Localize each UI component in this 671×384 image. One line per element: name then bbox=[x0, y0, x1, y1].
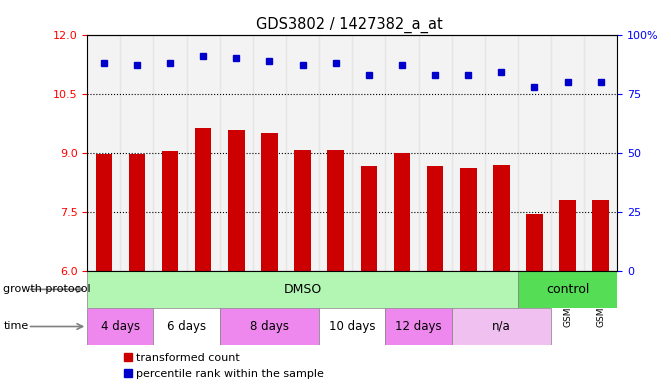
Bar bbox=[327, 150, 344, 271]
Bar bbox=[286, 35, 319, 271]
Bar bbox=[452, 35, 485, 271]
Bar bbox=[295, 150, 311, 271]
Bar bbox=[220, 308, 319, 345]
Bar bbox=[95, 154, 112, 271]
Bar bbox=[228, 130, 245, 271]
Bar bbox=[261, 133, 278, 271]
Bar bbox=[526, 214, 543, 271]
Bar bbox=[385, 308, 452, 345]
Bar bbox=[87, 271, 518, 308]
Bar bbox=[460, 169, 476, 271]
Text: 6 days: 6 days bbox=[167, 320, 206, 333]
Bar bbox=[129, 154, 145, 271]
Bar bbox=[485, 35, 518, 271]
Bar bbox=[195, 128, 211, 271]
Bar bbox=[319, 308, 385, 345]
Text: DMSO: DMSO bbox=[283, 283, 321, 296]
Text: 12 days: 12 days bbox=[395, 320, 442, 333]
Bar bbox=[452, 308, 551, 345]
Bar bbox=[419, 35, 452, 271]
Bar bbox=[560, 200, 576, 271]
Bar bbox=[87, 35, 120, 271]
Bar bbox=[385, 35, 419, 271]
Bar bbox=[352, 35, 385, 271]
Text: 8 days: 8 days bbox=[250, 320, 289, 333]
Text: time: time bbox=[3, 321, 29, 331]
Bar bbox=[427, 167, 444, 271]
Bar bbox=[493, 165, 510, 271]
Bar bbox=[394, 153, 410, 271]
Text: 4 days: 4 days bbox=[101, 320, 140, 333]
Bar bbox=[162, 151, 178, 271]
Bar bbox=[154, 308, 220, 345]
Text: growth protocol: growth protocol bbox=[3, 285, 91, 295]
Bar bbox=[120, 35, 154, 271]
Bar bbox=[154, 35, 187, 271]
Bar bbox=[220, 35, 253, 271]
Bar bbox=[360, 167, 377, 271]
Bar bbox=[518, 35, 551, 271]
Text: GDS3802 / 1427382_a_at: GDS3802 / 1427382_a_at bbox=[256, 17, 442, 33]
Text: 10 days: 10 days bbox=[329, 320, 376, 333]
Text: control: control bbox=[546, 283, 589, 296]
Bar bbox=[592, 200, 609, 271]
Bar bbox=[87, 308, 154, 345]
Bar bbox=[518, 271, 617, 308]
Bar bbox=[584, 35, 617, 271]
Bar bbox=[253, 35, 286, 271]
Text: n/a: n/a bbox=[492, 320, 511, 333]
Bar bbox=[187, 35, 220, 271]
Bar bbox=[551, 35, 584, 271]
Legend: transformed count, percentile rank within the sample: transformed count, percentile rank withi… bbox=[119, 349, 328, 383]
Bar bbox=[319, 35, 352, 271]
